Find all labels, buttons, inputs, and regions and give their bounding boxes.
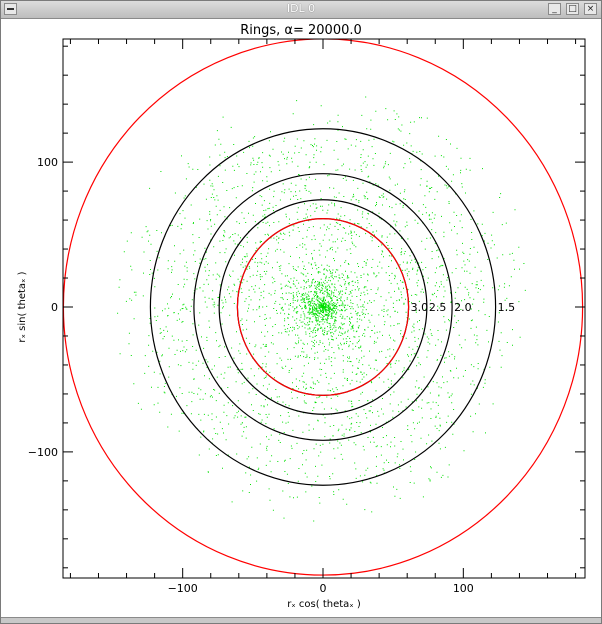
plot-canvas: Rings, α= 20000.0 −100 0 100 −100 0 100 1.5 2.…: [17, 23, 586, 610]
close-icon[interactable]: ×: [584, 3, 597, 15]
ring-circle-1: [149, 128, 497, 486]
plot-frame: [62, 38, 586, 579]
ring-label-2: 2.0: [454, 301, 472, 314]
plot-title: Rings, α= 20000.0: [240, 23, 362, 38]
y-axis-label: rₓ sin( thetaₓ ): [17, 271, 28, 342]
scatter-points: [117, 96, 526, 522]
x-tick-label: −100: [168, 582, 198, 595]
window-bottom-border: [1, 617, 601, 623]
ring-circle-3: [218, 199, 428, 415]
scatter-point-cloud: [117, 96, 526, 522]
x-tick-label: 0: [320, 582, 327, 595]
title-bar[interactable]: IDL 0 _ □ ×: [1, 1, 601, 19]
ring-circle-2: [193, 173, 453, 441]
ring-labels: 1.5 2.0 2.53.0: [411, 301, 516, 314]
maximize-icon[interactable]: □: [566, 3, 579, 15]
minimize-icon[interactable]: _: [548, 3, 561, 15]
ring-circle-5: [236, 218, 410, 396]
ring-label-3: 2.5: [429, 301, 447, 314]
window-menu-icon[interactable]: [4, 3, 17, 15]
y-tick-label: 0: [51, 301, 58, 314]
ring-label-4: 3.0: [411, 301, 429, 314]
axis-ticks: −100 0 100 −100 0 100: [28, 39, 585, 595]
x-axis-label: rₓ cos( thetaₓ ): [287, 599, 361, 610]
x-tick-label: 100: [453, 582, 474, 595]
window-title: IDL 0: [286, 2, 316, 15]
ring-label-1: 1.5: [498, 301, 516, 314]
y-tick-label: 100: [37, 156, 58, 169]
y-tick-label: −100: [28, 446, 58, 459]
